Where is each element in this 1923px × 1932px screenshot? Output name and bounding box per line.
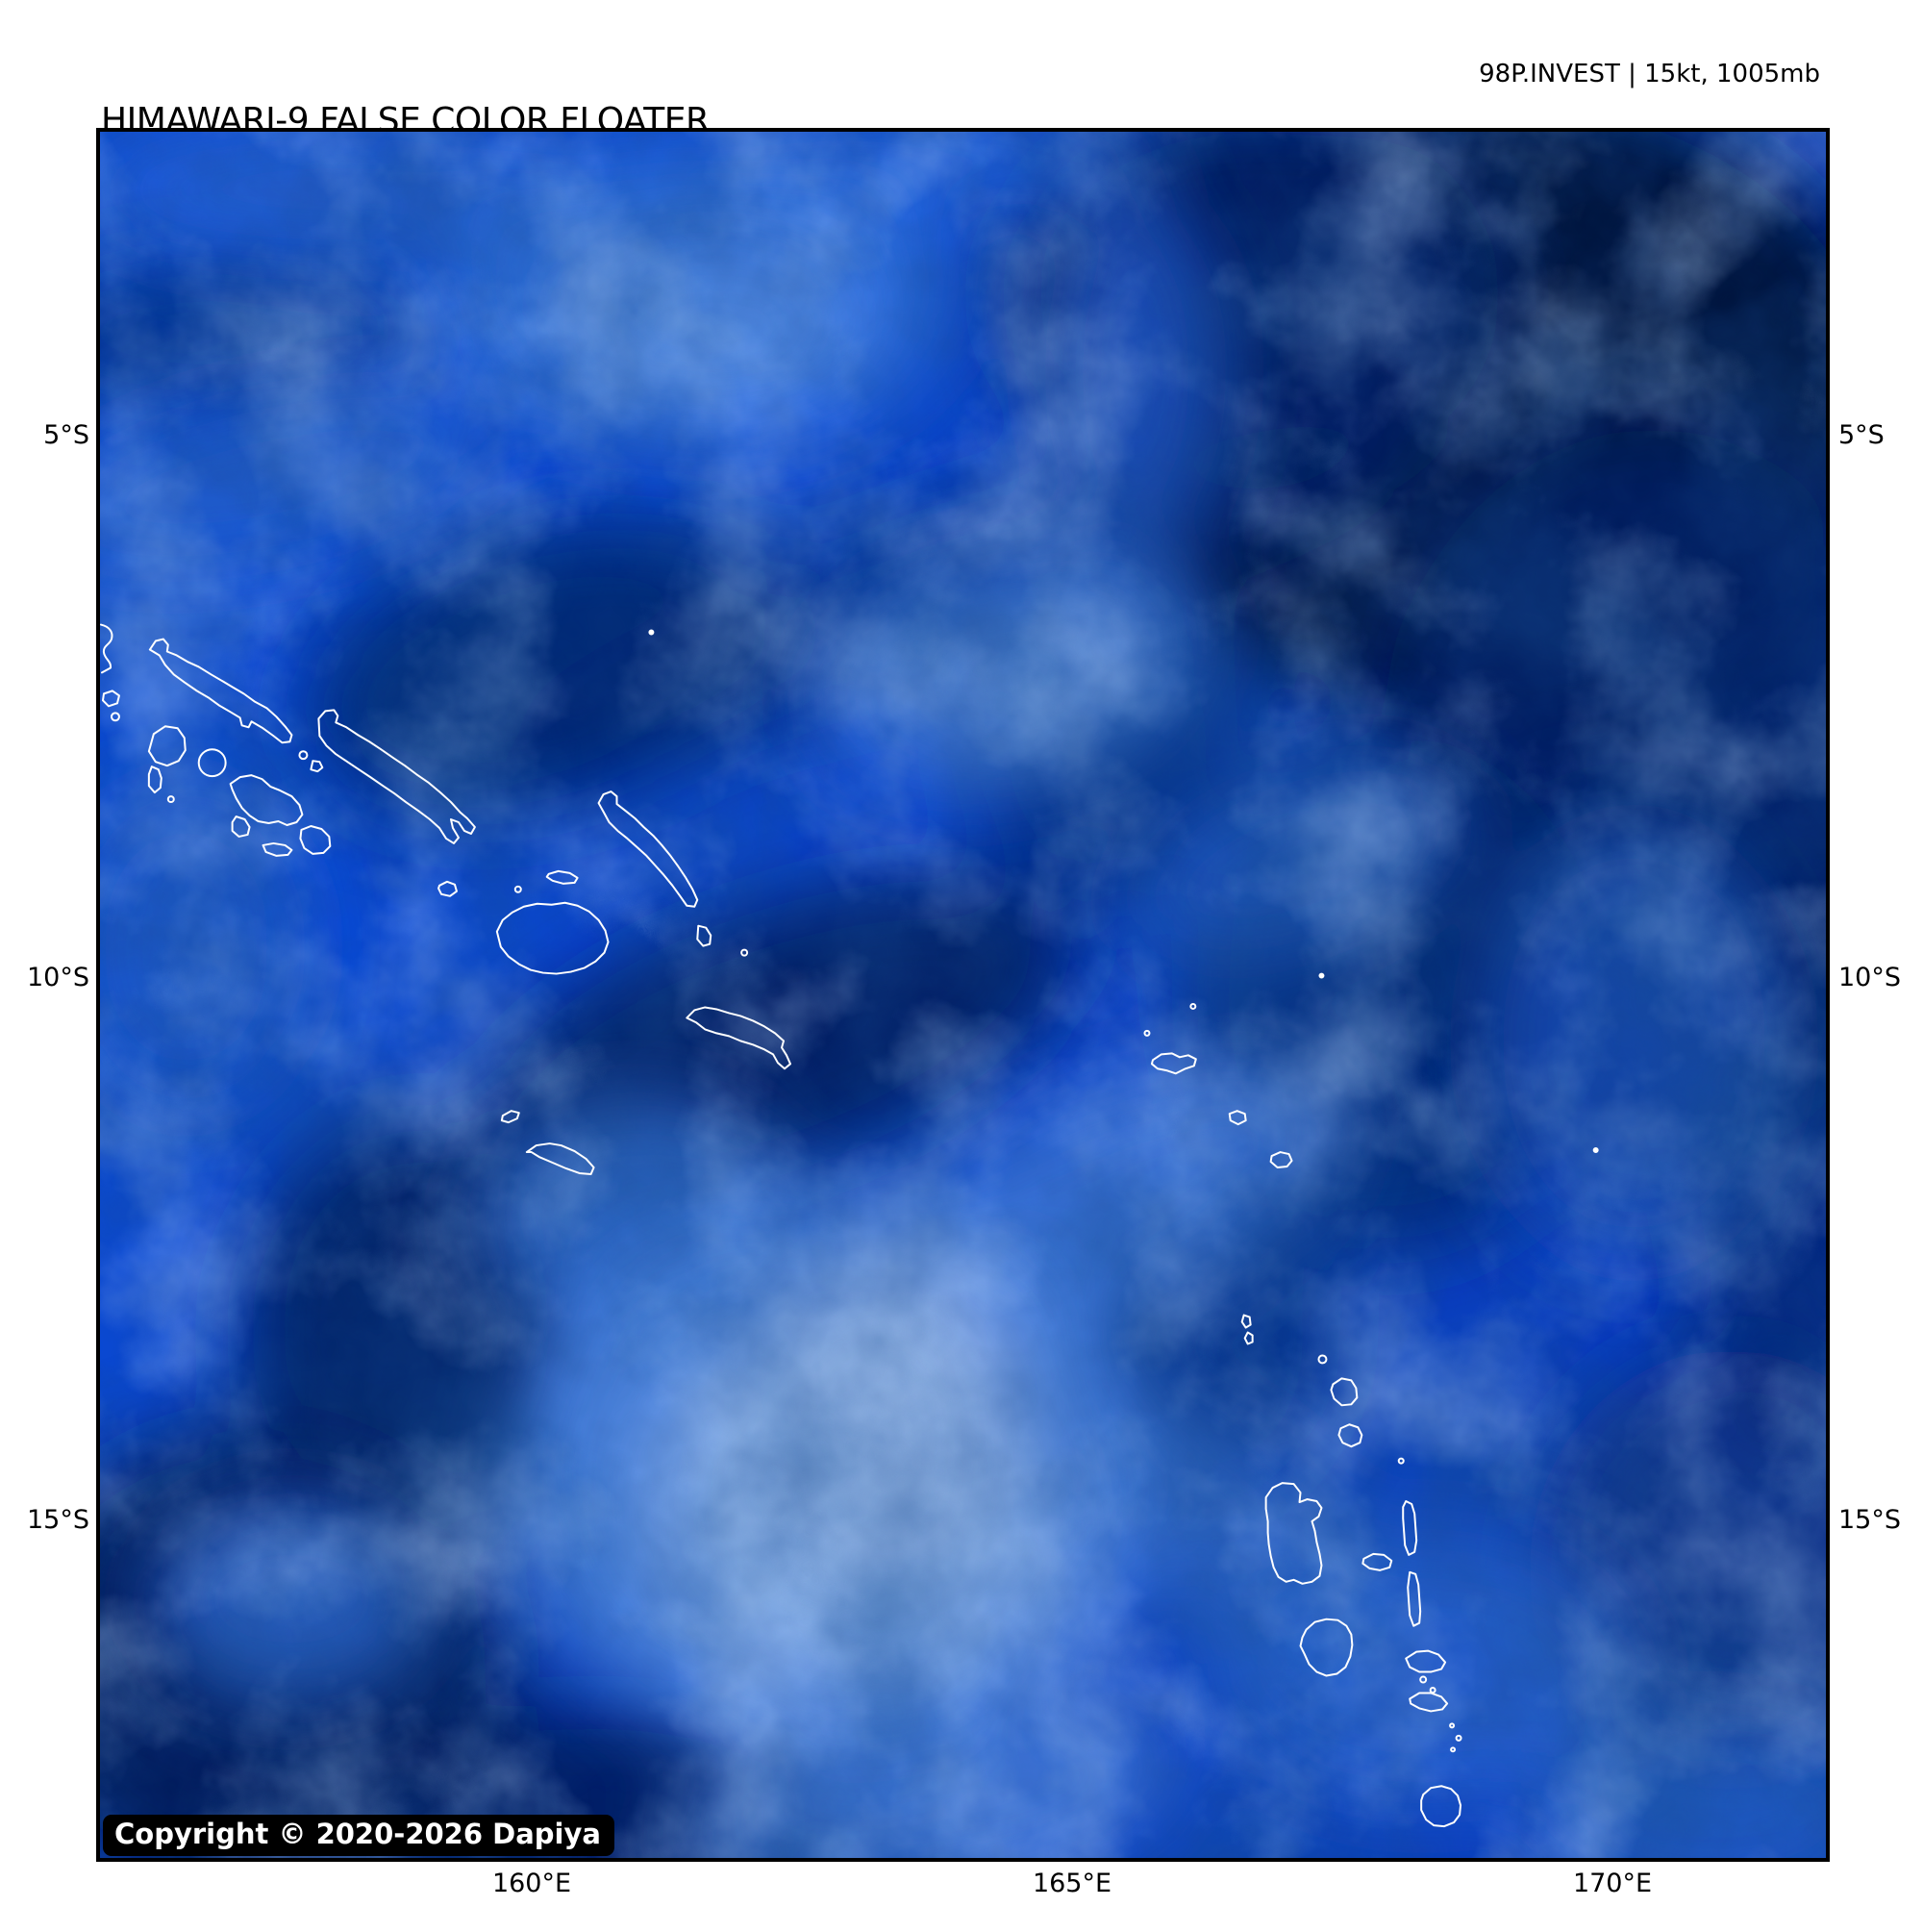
coastline-islet-speck — [648, 629, 655, 636]
coastline-guadalcanal — [495, 901, 610, 975]
coastline-vanua-lava — [1330, 1377, 1359, 1407]
fine-noise-texture — [100, 132, 1826, 1858]
lat-label-right-10s: 10°S — [1838, 963, 1901, 992]
lat-label-left-15s: 15°S — [27, 1505, 89, 1535]
coastline-espiritu-santo — [1264, 1482, 1323, 1585]
lat-label-left-5s: 5°S — [43, 420, 89, 450]
coastline-vangunu — [299, 824, 332, 855]
coastline-shepherd-islands — [1455, 1734, 1462, 1742]
coastline-lopevi — [1429, 1686, 1436, 1694]
coastline-shepherd-islands — [1449, 1722, 1456, 1729]
coastline-ambae — [1361, 1552, 1393, 1571]
lat-label-left-10s: 10°S — [27, 963, 89, 992]
coastline-vanikoro — [1269, 1151, 1293, 1168]
coastline-shepherd-islands — [1450, 1746, 1457, 1753]
coastline-maewo — [1402, 1500, 1418, 1556]
coastline-torres-islands — [1243, 1331, 1254, 1345]
coastline-ulawa — [740, 948, 749, 957]
coastline-bougainville-fragment — [100, 623, 113, 674]
coastline-malaita — [597, 790, 699, 908]
coastline-tinakula — [1143, 1029, 1151, 1037]
storm-info: 98P.INVEST | 15kt, 1005mb — [1479, 60, 1820, 88]
coastline-shortland-islet — [110, 712, 120, 722]
coastline-tetepare — [262, 841, 293, 857]
coastline-islet-speck — [1318, 972, 1325, 979]
coastline-ranongga — [147, 765, 162, 794]
lon-label-170e: 170°E — [1572, 1869, 1653, 1898]
coastline-rennell — [525, 1142, 595, 1175]
coastline-santa-isabel — [317, 709, 476, 844]
coastline-new-georgia — [229, 774, 304, 826]
coastline-paama — [1419, 1675, 1428, 1684]
coastline-ureparapara — [1317, 1354, 1328, 1365]
coastline-torres-islands — [1240, 1314, 1252, 1329]
lon-label-160e: 160°E — [491, 1869, 572, 1898]
coastline-simbo — [166, 795, 175, 804]
coastline-bellona — [500, 1110, 520, 1124]
coastline-choiseul — [148, 638, 293, 744]
coastline-ambrym — [1405, 1649, 1447, 1673]
satellite-image-panel: Copyright © 2020-2026 Dapiya — [96, 128, 1830, 1862]
coastline-wagina-islet — [298, 750, 309, 761]
coastline-mere-lava — [1397, 1457, 1405, 1465]
coastline-overlay — [100, 623, 1599, 1828]
coastline-choiseul-islet — [310, 760, 324, 773]
lat-label-right-15s: 15°S — [1838, 1505, 1901, 1535]
coastline-vella-lavella — [147, 725, 187, 767]
coastline-maramasike — [696, 924, 712, 947]
coastline-rendova — [231, 815, 251, 838]
coastline-efate — [1420, 1785, 1462, 1828]
coastline-reef-islands — [1189, 1002, 1197, 1010]
coastline-kolombangara — [197, 748, 227, 778]
coastline-gaua — [1337, 1423, 1363, 1448]
coastline-utupua — [1228, 1110, 1247, 1126]
coastline-savo — [513, 885, 522, 893]
coastline-epi — [1409, 1692, 1449, 1713]
coastline-russell-islands — [437, 880, 458, 897]
coastline-makira — [686, 1006, 791, 1070]
coastline-shortland-islands — [101, 690, 120, 708]
coastline-anuta-speck — [1592, 1147, 1599, 1154]
coastline-malakula — [1299, 1618, 1354, 1677]
coastline-nendo — [1150, 1052, 1197, 1075]
coastline-nggela — [545, 869, 579, 885]
false-color-satellite-image — [100, 132, 1826, 1858]
lat-label-right-5s: 5°S — [1838, 420, 1885, 450]
lon-label-165e: 165°E — [1032, 1869, 1112, 1898]
copyright-badge: Copyright © 2020-2026 Dapiya — [103, 1815, 614, 1856]
coastline-pentecost — [1407, 1570, 1422, 1627]
